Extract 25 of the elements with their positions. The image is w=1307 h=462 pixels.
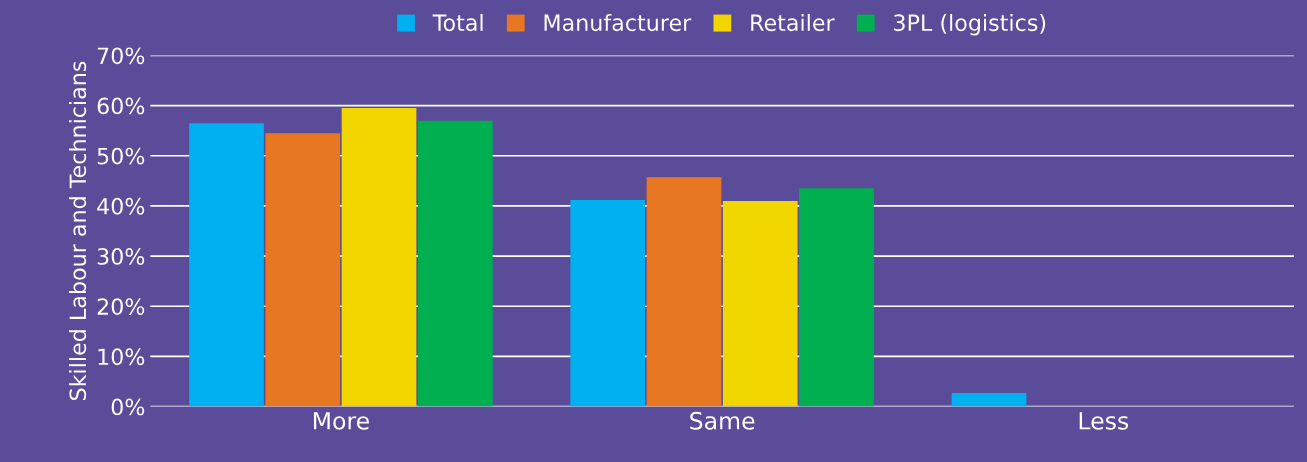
y-tick-label: 20% <box>97 298 145 315</box>
y-axis-title: Skilled Labour and Technicians <box>68 61 87 400</box>
y-tick-label: 40% <box>97 197 145 215</box>
legend-label: Manufacturer <box>544 13 692 32</box>
y-tick-label: 70% <box>97 47 145 65</box>
y-tick-label: 0% <box>111 398 145 416</box>
x-tick-label: More <box>313 412 369 430</box>
bar <box>341 108 417 407</box>
legend-label: Retailer <box>751 13 835 32</box>
y-tick-label: 60% <box>97 97 145 115</box>
y-tick-label: 10% <box>98 348 145 366</box>
bar <box>646 177 722 407</box>
y-tick-label: 50% <box>97 147 145 165</box>
bar <box>417 120 493 407</box>
bar <box>951 393 1027 407</box>
bar <box>799 188 874 407</box>
x-tick-label: Less <box>1079 412 1129 430</box>
bar <box>265 133 341 407</box>
bar <box>722 200 798 407</box>
y-tick-label: 30% <box>97 248 145 265</box>
legend-label: Total <box>432 13 483 32</box>
x-tick-label: Same <box>690 411 755 430</box>
legend-label: 3PL (logistics) <box>894 13 1046 36</box>
bar <box>189 123 264 407</box>
bar <box>570 199 646 407</box>
